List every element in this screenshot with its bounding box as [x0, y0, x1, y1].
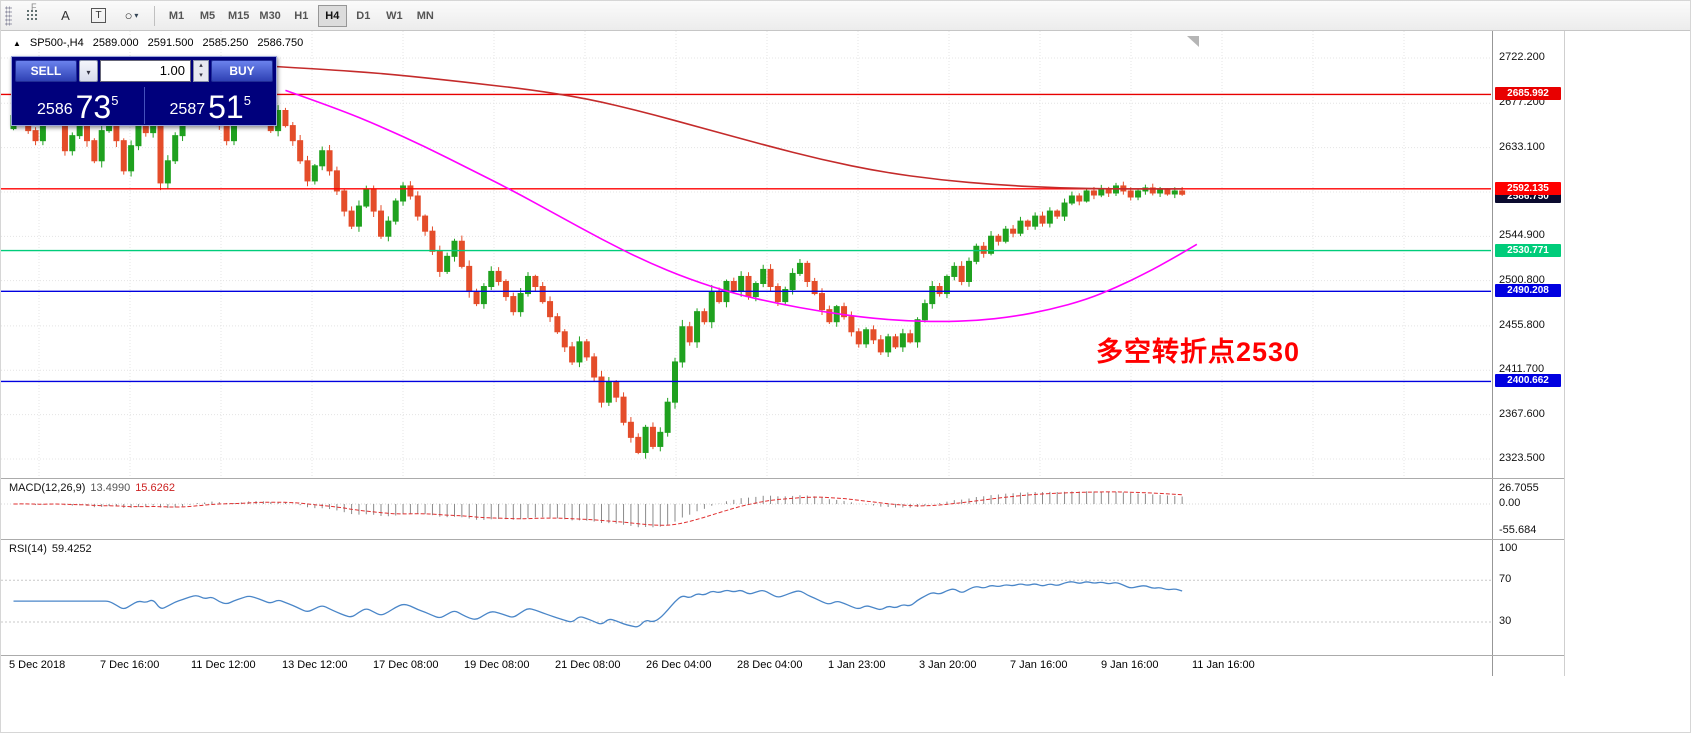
axis-outer-border [1564, 31, 1565, 676]
timeframe-button-m1[interactable]: M1 [168, 9, 185, 22]
sell-price-main: 2586 [37, 101, 73, 118]
time-axis-label: 11 Jan 16:00 [1192, 659, 1255, 671]
rsi-value: 59.4252 [51, 543, 92, 555]
chart-symbol-header: ▲ SP500-,H4 2589.000 2591.500 2585.250 2… [13, 37, 303, 49]
ohlc-close: 2586.750 [257, 37, 304, 49]
symbol-name: SP500-,H4 [29, 37, 84, 49]
time-axis-label: 11 Dec 12:00 [191, 659, 256, 671]
drawing-tools-group: A T ○ ▾ [16, 5, 148, 27]
macd-panel-canvas[interactable] [1, 479, 1491, 538]
panel-separator[interactable] [1, 655, 1564, 656]
macd-name: MACD(12,26,9) [9, 482, 86, 494]
axis-tick-label: 2544.900 [1499, 229, 1545, 242]
time-axis-label: 13 Dec 12:00 [282, 659, 348, 671]
time-axis-label: 3 Jan 20:00 [919, 659, 977, 671]
axis-tick-label: 2633.100 [1499, 140, 1545, 153]
sell-price-pips: 73 [75, 89, 112, 125]
macd-main-value: 13.4990 [90, 482, 131, 494]
panel-separator[interactable] [1, 539, 1564, 540]
price-divider [143, 87, 145, 124]
one-click-trading-panel: SELL ▾ 1.00 ▴ ▾ BUY 2586 73 5 2587 51 5 [11, 56, 277, 126]
buy-button[interactable]: BUY [211, 60, 273, 82]
sell-price-point: 5 [111, 93, 119, 108]
volume-stepper[interactable]: ▴ ▾ [193, 60, 209, 82]
timeframe-button-m15[interactable]: M15 [228, 9, 250, 22]
axis-tick-label: 2455.800 [1499, 318, 1545, 331]
time-axis-label: 7 Jan 16:00 [1010, 659, 1068, 671]
axis-tick-label: 2411.700 [1499, 363, 1545, 376]
price-axis[interactable]: 2722.2002677.2002633.1002589.0002544.900… [1492, 31, 1563, 676]
axis-tick-label: 100 [1499, 542, 1518, 554]
ohlc-high: 2591.500 [147, 37, 194, 49]
time-axis-label: 9 Jan 16:00 [1101, 659, 1159, 671]
sell-price-display[interactable]: 2586 73 5 [12, 85, 144, 126]
rsi-name: RSI(14) [9, 543, 47, 555]
axis-tick-label: 26.7055 [1499, 482, 1539, 494]
symbol-marker-icon: ▲ [13, 38, 21, 48]
macd-indicator-label: MACD(12,26,9) 13.4990 15.6262 [9, 482, 175, 494]
price-badge: 2530.771 [1495, 243, 1561, 257]
time-axis-label: 5 Dec 2018 [9, 659, 66, 671]
price-badge: 2685.992 [1495, 87, 1561, 101]
chevron-down-icon: ▾ [86, 68, 91, 77]
axis-tick-label: 2323.500 [1499, 452, 1545, 464]
buy-price-point: 5 [243, 93, 251, 108]
arrow-cursor-icon[interactable]: A [61, 8, 70, 23]
time-axis-label: 28 Dec 04:00 [737, 659, 803, 671]
axis-tick-label: 0.00 [1499, 497, 1521, 509]
price-badge: 2592.135 [1495, 181, 1561, 195]
axis-tick-label: -55.684 [1499, 524, 1537, 536]
time-axis-label: 1 Jan 23:00 [828, 659, 886, 671]
axis-tick-label: 70 [1499, 573, 1512, 585]
time-axis-label: 21 Dec 08:00 [555, 659, 621, 671]
timeframe-button-m30[interactable]: M30 [259, 9, 281, 22]
chevron-down-icon: ▾ [134, 11, 139, 20]
timeframe-buttons-group: M1 M5 M15 M30 H1 H4 D1 W1 MN [161, 4, 441, 27]
time-axis-label: 17 Dec 08:00 [373, 659, 439, 671]
buy-price-pips: 51 [208, 89, 244, 125]
toolbar-grip-handle[interactable] [5, 5, 12, 26]
spinner-down-icon[interactable]: ▾ [199, 72, 203, 79]
time-axis[interactable]: 5 Dec 2018 7 Dec 16:00 11 Dec 12:00 13 Dec … [1, 659, 1564, 675]
macd-signal-value: 15.6262 [135, 482, 175, 494]
shapes-icon[interactable]: ○ ▾ [124, 8, 139, 23]
chart-shift-marker-icon[interactable] [1187, 36, 1199, 47]
volume-input[interactable]: 1.00 [100, 60, 191, 82]
order-type-dropdown[interactable]: ▾ [79, 60, 98, 82]
spinner-up-icon[interactable]: ▴ [199, 62, 203, 69]
trade-prices-row: 2586 73 5 2587 51 5 [12, 85, 276, 126]
buy-price-display[interactable]: 2587 51 5 [145, 85, 277, 126]
toolbar-overflow-label: F [31, 2, 37, 12]
timeframe-button-m5[interactable]: M5 [199, 9, 216, 22]
timeframe-button-w1[interactable]: W1 [386, 9, 403, 22]
timeframe-button-d1[interactable]: D1 [356, 9, 371, 22]
buy-price-main: 2587 [169, 101, 206, 118]
axis-tick-label: 2500.800 [1499, 273, 1545, 286]
trade-controls-row: SELL ▾ 1.00 ▴ ▾ BUY [15, 60, 273, 82]
text-label-icon[interactable]: T [85, 5, 112, 27]
toolbar-separator [154, 5, 155, 26]
timeframe-button-mn[interactable]: MN [416, 9, 434, 22]
axis-tick-label: 2367.600 [1499, 407, 1545, 420]
price-badge: 2490.208 [1495, 284, 1561, 298]
rsi-panel-canvas[interactable] [1, 540, 1491, 654]
crosshair-grid-icon[interactable] [19, 5, 46, 27]
rsi-indicator-label: RSI(14) 59.4252 [9, 543, 92, 555]
price-chart-canvas[interactable] [1, 31, 1491, 478]
sell-button[interactable]: SELL [15, 60, 77, 82]
axis-tick-label: 30 [1499, 615, 1512, 627]
ohlc-open: 2589.000 [92, 37, 139, 49]
price-badge: 2400.662 [1495, 374, 1561, 388]
timeframe-button-h4[interactable]: H4 [317, 4, 347, 27]
chart-annotation-text: 多空转折点2530 [1096, 337, 1301, 367]
time-axis-label: 7 Dec 16:00 [100, 659, 160, 671]
time-axis-label: 26 Dec 04:00 [646, 659, 712, 671]
panel-separator[interactable] [1, 478, 1564, 479]
axis-tick-label: 2722.200 [1499, 51, 1545, 63]
timeframe-button-h1[interactable]: H1 [294, 9, 309, 22]
ohlc-low: 2585.250 [202, 37, 249, 49]
time-axis-label: 19 Dec 08:00 [464, 659, 530, 671]
chart-toolbar: A T ○ ▾ M1 M5 M15 M30 H1 H4 D1 W1 MN [1, 1, 1690, 31]
